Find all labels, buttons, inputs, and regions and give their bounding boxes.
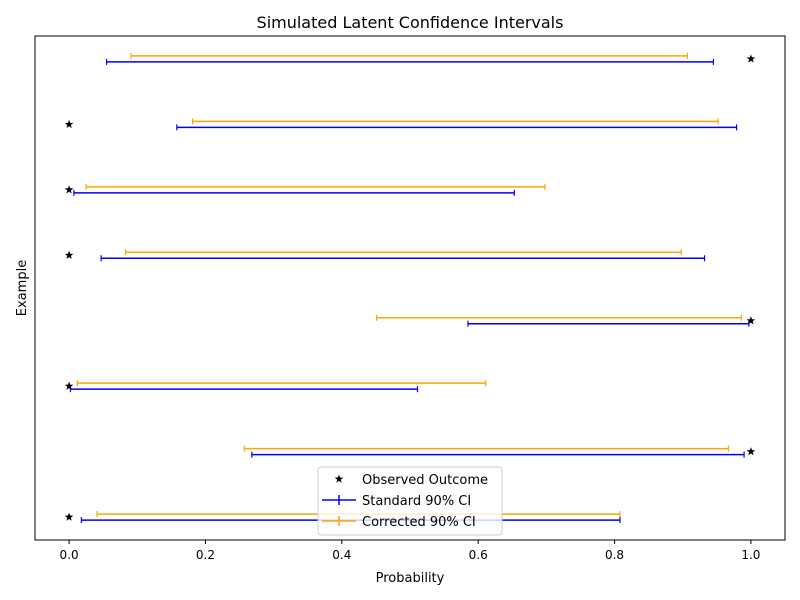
observed-outcome-point (64, 185, 74, 194)
plot-frame (34, 35, 786, 541)
legend-label-standard: Standard 90% CI (362, 494, 471, 509)
legend-label-observed: Observed Outcome (362, 473, 488, 488)
x-tick-label: 0.0 (60, 548, 79, 562)
corrected-ci-1 (243, 445, 730, 452)
legend-box (317, 466, 503, 536)
corrected-ci-5 (85, 183, 546, 190)
observed-outcome-point (64, 512, 74, 521)
x-axis: 0.0 0.2 0.4 0.6 0.8 1.0 (60, 540, 760, 562)
observed-outcome-point (64, 119, 74, 128)
legend-label-corrected: Corrected 90% CI (362, 515, 476, 530)
observed-outcome-point (746, 54, 756, 63)
standard-ci-6 (176, 124, 738, 131)
corrected-ci-7 (130, 52, 689, 59)
standard-ci-4 (100, 255, 706, 262)
legend-entry-corrected: Corrected 90% CI (322, 515, 476, 530)
series-layer (64, 52, 756, 524)
y-axis-label: Example (15, 260, 30, 316)
corrected-ci-6 (191, 118, 719, 125)
observed-outcome-point (746, 447, 756, 456)
x-tick-label: 1.0 (741, 548, 760, 562)
chart-title: Simulated Latent Confidence Intervals (257, 13, 564, 32)
corrected-ci-4 (125, 249, 682, 256)
observed-outcome-point (64, 250, 74, 259)
plot-area (34, 35, 786, 541)
corrected-ci-3 (375, 314, 742, 321)
x-tick-label: 0.6 (469, 548, 488, 562)
observed-outcome-point (746, 316, 756, 325)
observed-outcome-point (64, 381, 74, 390)
corrected-ci-2 (76, 380, 487, 387)
standard-ci-1 (251, 451, 745, 458)
legend-star-marker (334, 474, 344, 483)
x-axis-label: Probability (376, 571, 445, 586)
x-tick-label: 0.2 (196, 548, 215, 562)
legend-entry-standard: Standard 90% CI (322, 494, 471, 509)
standard-ci-5 (73, 189, 515, 196)
x-tick-label: 0.8 (605, 548, 624, 562)
legend-entry-observed: Observed Outcome (334, 473, 488, 488)
legend: Observed Outcome Standard 90% CI Correct… (317, 466, 503, 536)
x-tick-label: 0.4 (332, 548, 351, 562)
standard-ci-7 (105, 58, 715, 65)
